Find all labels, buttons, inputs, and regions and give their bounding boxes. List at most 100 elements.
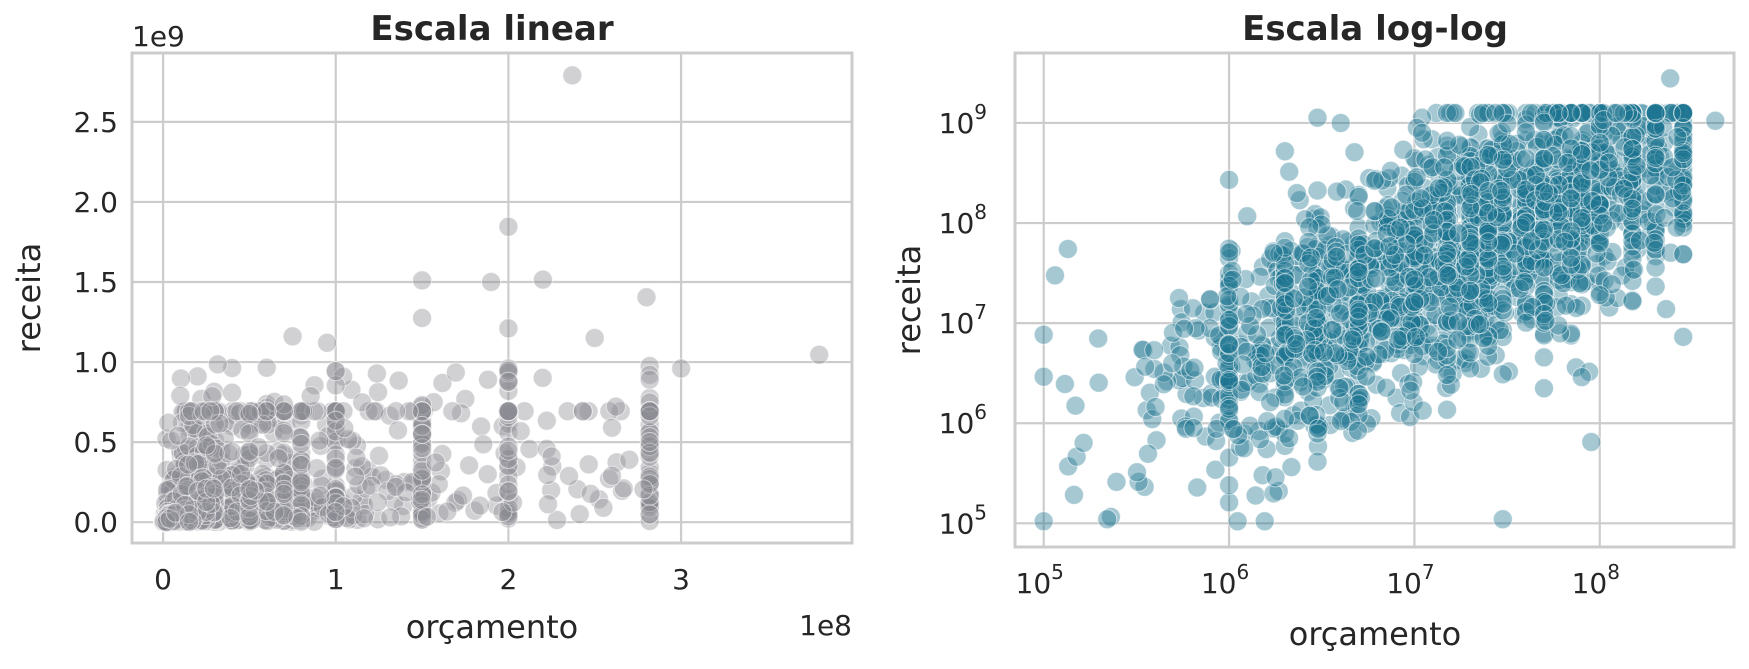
data-point: [619, 449, 640, 470]
data-point: [1356, 346, 1377, 367]
data-point: [809, 344, 830, 365]
data-point: [1404, 292, 1425, 313]
data-point: [388, 370, 409, 391]
data-point: [1206, 418, 1227, 439]
data-point: [239, 479, 260, 500]
data-point: [178, 454, 199, 475]
data-point: [1057, 239, 1078, 259]
data-point: [388, 420, 408, 441]
data-point: [1548, 103, 1569, 123]
data-point: [559, 466, 579, 486]
data-point: [291, 472, 312, 493]
data-point: [1673, 103, 1694, 123]
data-point: [1326, 181, 1347, 202]
data-point: [1245, 485, 1266, 506]
data-point: [412, 270, 433, 291]
data-point: [1705, 110, 1726, 131]
data-point: [633, 479, 654, 500]
data-point: [1174, 318, 1195, 339]
data-point: [1437, 399, 1457, 420]
data-point: [291, 511, 312, 532]
data-point: [639, 504, 660, 525]
loglog-x-axis-label: orçamento: [1289, 615, 1462, 653]
data-point: [1410, 188, 1431, 209]
data-point: [1169, 288, 1189, 308]
data-point: [168, 425, 189, 446]
data-point: [1219, 398, 1240, 419]
data-point: [1534, 378, 1554, 399]
data-point: [1667, 127, 1688, 148]
data-point: [1485, 103, 1506, 123]
data-point: [1183, 386, 1204, 407]
data-point: [1535, 310, 1556, 331]
data-point: [477, 464, 498, 485]
data-point: [1307, 107, 1328, 128]
data-point: [1162, 353, 1183, 374]
data-point: [1534, 130, 1554, 150]
data-point: [1307, 451, 1328, 472]
data-point: [1217, 286, 1238, 307]
data-point: [273, 505, 294, 525]
linear-chart-title: Escala linear: [370, 9, 614, 49]
data-point: [1561, 188, 1581, 209]
data-point: [1371, 321, 1392, 342]
data-point: [1265, 467, 1286, 488]
data-point: [345, 458, 366, 479]
data-point: [1656, 299, 1677, 320]
data-point: [671, 358, 692, 379]
y-tick-label: 1.0: [73, 346, 118, 379]
data-point: [442, 401, 463, 422]
data-point: [471, 416, 492, 437]
data-point: [416, 506, 437, 527]
y-tick-label: 2.0: [73, 186, 118, 219]
data-point: [1606, 103, 1627, 123]
y-tick-label: 109: [939, 100, 987, 140]
data-point: [306, 458, 327, 479]
data-point: [325, 410, 346, 431]
data-point: [1469, 314, 1490, 335]
data-point: [1445, 103, 1466, 123]
data-point: [1516, 312, 1536, 333]
data-point: [325, 457, 346, 478]
y-tick-label: 107: [939, 300, 987, 340]
data-point: [481, 272, 502, 292]
y-tick-label: 106: [939, 400, 987, 440]
data-point: [1327, 279, 1348, 300]
data-point: [1263, 243, 1284, 263]
data-point: [291, 433, 312, 454]
y-tick-label: 108: [939, 200, 987, 240]
data-point: [1478, 144, 1499, 165]
linear-y-offset-text: 1e9: [132, 20, 185, 53]
data-point: [207, 354, 228, 375]
data-point: [179, 511, 199, 532]
data-point: [1187, 477, 1208, 498]
data-point: [1557, 152, 1578, 173]
loglog-y-tick-labels: 105 106 107 108 109: [939, 100, 987, 540]
data-point: [200, 401, 221, 422]
data-point: [498, 481, 519, 502]
data-point: [1404, 269, 1425, 290]
data-point: [437, 501, 458, 522]
data-point: [1412, 122, 1433, 143]
data-point: [1257, 411, 1278, 432]
loglog-panel: 105 106 107 108 105 106 107 108 109 Escala log-…: [890, 9, 1736, 653]
data-point: [1313, 342, 1334, 363]
data-point: [1423, 210, 1444, 230]
data-point: [1236, 303, 1257, 324]
data-point: [1460, 280, 1481, 301]
data-point: [1569, 273, 1590, 294]
data-point: [1379, 236, 1400, 257]
data-point: [1598, 152, 1619, 173]
data-point: [1673, 244, 1694, 265]
data-point: [492, 502, 513, 522]
data-point: [411, 489, 432, 510]
data-point: [187, 366, 208, 387]
data-point: [325, 361, 346, 382]
data-point: [325, 502, 346, 523]
data-point: [1622, 291, 1643, 312]
loglog-x-tick-labels: 105 106 107 108: [1016, 560, 1620, 600]
data-point: [1660, 68, 1681, 89]
data-point: [1645, 184, 1666, 205]
data-point: [1437, 264, 1457, 285]
data-point: [536, 410, 557, 431]
